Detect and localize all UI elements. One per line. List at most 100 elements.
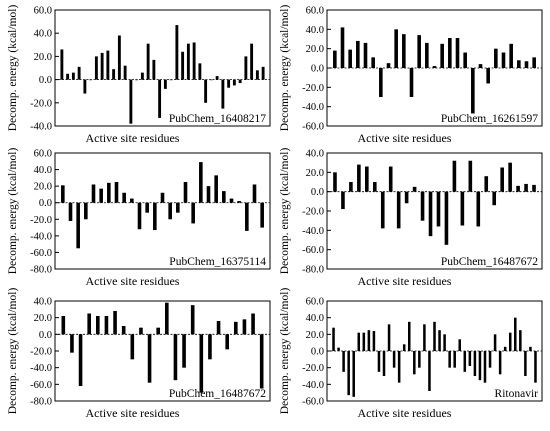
bar: [113, 311, 117, 335]
bar: [342, 351, 345, 372]
bar: [152, 59, 156, 80]
y-tick-label: -40.0: [302, 102, 324, 113]
bar: [168, 202, 172, 220]
bar: [516, 185, 520, 192]
bar: [337, 347, 340, 351]
bar: [181, 51, 185, 80]
bar: [160, 192, 165, 203]
bar: [222, 191, 226, 203]
x-axis-label: Active site residues: [358, 274, 452, 288]
bar: [66, 73, 70, 80]
bar: [365, 166, 369, 192]
bar: [183, 182, 188, 203]
bar: [204, 79, 208, 103]
y-tick-label: 60.0: [34, 6, 52, 17]
bar: [87, 313, 91, 335]
bar: [468, 351, 472, 366]
bar: [436, 191, 441, 227]
bar: [347, 351, 350, 396]
bar: [70, 334, 74, 353]
bar: [252, 184, 257, 203]
bar: [139, 327, 143, 335]
bar: [340, 27, 345, 68]
bar: [492, 191, 497, 206]
bar: [242, 319, 247, 335]
bar: [404, 191, 409, 204]
bar: [420, 191, 425, 221]
bar: [176, 202, 180, 213]
compound-annotation: Ritonavir: [495, 388, 539, 400]
bar: [409, 68, 414, 97]
y-tick-label: -40.0: [30, 122, 52, 133]
bar: [524, 183, 528, 192]
bar: [232, 79, 236, 86]
bar: [333, 50, 337, 68]
bar: [425, 42, 429, 68]
bar: [244, 56, 248, 80]
y-tick-label: -20.0: [30, 215, 52, 226]
bar: [529, 346, 532, 351]
bar: [107, 182, 111, 203]
y-tick-label: 40.0: [34, 297, 52, 308]
y-tick-label: -60.0: [302, 397, 324, 408]
bar: [206, 186, 211, 203]
bar: [153, 202, 157, 231]
y-axis-label: Decomp. energy (kcal/mol): [7, 148, 19, 275]
bar: [68, 202, 73, 221]
bar: [165, 302, 169, 335]
y-axis-label: Decomp. energy (kcal/mol): [7, 288, 19, 415]
bar: [483, 351, 487, 383]
chart-panel: -80.0 -60.0 -40.0 -20.0 0.0 20.0 40.0 Decomp. e…: [279, 148, 543, 288]
bar: [76, 202, 80, 249]
bar: [356, 40, 360, 68]
bar: [473, 351, 477, 376]
bar: [352, 351, 355, 397]
y-tick-label: 0.0: [311, 64, 324, 75]
bar: [104, 316, 109, 335]
bar: [532, 57, 536, 68]
y-tick-label: 40.0: [34, 29, 52, 40]
bar: [123, 65, 127, 80]
bar: [493, 334, 497, 351]
bar: [386, 63, 391, 68]
y-tick-label: -20.0: [30, 347, 52, 358]
bar: [137, 202, 142, 230]
bar: [260, 202, 264, 228]
bar: [484, 176, 489, 192]
bar: [413, 351, 416, 375]
bar: [83, 79, 87, 94]
y-tick-label: 40.0: [306, 25, 324, 36]
bar: [229, 198, 234, 203]
bar: [89, 79, 93, 81]
compound-annotation: PubChem_16487672: [441, 256, 538, 268]
bar: [175, 25, 179, 80]
bar: [214, 175, 218, 203]
plot-frame: [54, 152, 271, 270]
bar: [532, 184, 536, 192]
bar: [121, 326, 126, 335]
x-axis-label: Active site residues: [86, 406, 180, 420]
bar: [216, 321, 221, 335]
y-tick-label: 40.0: [306, 149, 324, 160]
y-tick-label: 0.0: [39, 75, 52, 86]
y-tick-label: 20.0: [34, 52, 52, 63]
y-tick-label: -60.0: [30, 380, 52, 391]
chart-panel: -60.0 -40.0 -20.0 0.0 20.0 40.0 60.0 Decomp. en…: [279, 288, 543, 420]
y-tick-label: 40.0: [306, 313, 324, 324]
y-tick-label: -80.0: [30, 397, 52, 408]
y-axis-label: Decomp. energy (kcal/mol): [279, 5, 291, 132]
y-tick-label: 60.0: [306, 6, 324, 17]
bar: [61, 185, 65, 203]
bar: [402, 344, 406, 351]
bar: [423, 324, 426, 351]
bar: [379, 68, 383, 97]
bar: [255, 70, 259, 80]
bar: [357, 332, 361, 351]
bar: [169, 79, 173, 81]
bar: [517, 60, 521, 68]
bar: [199, 334, 204, 393]
bar: [215, 76, 219, 80]
bar: [372, 182, 377, 192]
bar: [192, 42, 196, 80]
